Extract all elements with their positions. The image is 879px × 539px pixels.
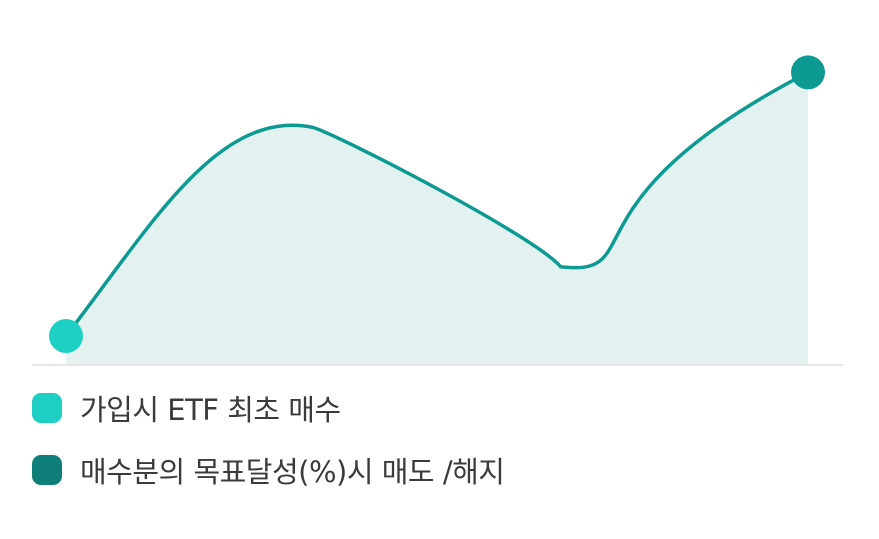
legend-swatch-first-buy xyxy=(32,393,62,423)
chart-point-end xyxy=(791,55,825,90)
legend-label-target-sell: 매수분의 목표달성(%)시 매도 /해지 xyxy=(80,455,505,489)
chart-area-fill xyxy=(66,72,808,365)
legend-item-first-buy: 가입시 ETF 최초 매수 xyxy=(32,392,504,427)
chart-point-start xyxy=(49,319,83,353)
chart xyxy=(32,55,843,366)
chart-line xyxy=(64,70,810,338)
legend-label-first-buy: 가입시 ETF 최초 매수 xyxy=(80,393,341,427)
legend-swatch-target-sell xyxy=(32,455,62,485)
chart-points xyxy=(49,55,825,353)
legend-item-target-sell: 매수분의 목표달성(%)시 매도 /해지 xyxy=(32,454,505,489)
legend: 가입시 ETF 최초 매수 매수분의 목표달성(%)시 매도 /해지 xyxy=(32,392,505,516)
